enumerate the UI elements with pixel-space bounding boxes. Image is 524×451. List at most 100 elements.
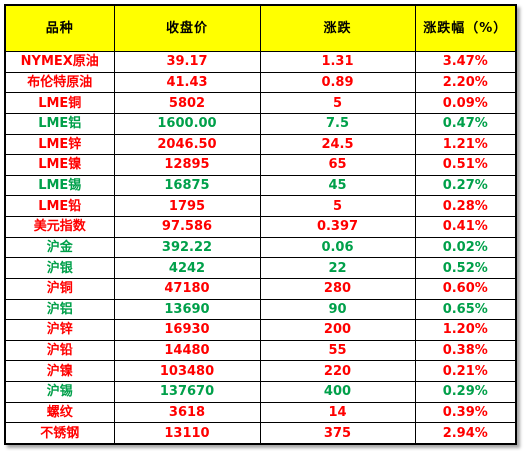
cell-close: 12895 (113, 154, 261, 176)
cell-close: 103480 (113, 360, 261, 382)
cell-pct: 0.65% (414, 298, 515, 321)
cell-close: 1795 (113, 195, 261, 217)
cell-pct: 0.39% (414, 401, 515, 424)
cell-change: 55 (259, 339, 416, 362)
cell-name: 沪镍 (6, 360, 115, 382)
cell-pct: 0.38% (414, 339, 515, 362)
cell-change: 0.06 (259, 236, 416, 259)
cell-change: 400 (259, 381, 416, 403)
table-row: 沪镍 103480 220 0.21% (6, 360, 515, 382)
cell-pct: 0.21% (414, 360, 515, 382)
header-row: 品种 收盘价 涨跌 涨跌幅（%） (6, 6, 515, 52)
table-row: 沪锌 16930 200 1.20% (6, 319, 515, 341)
cell-pct: 0.29% (414, 381, 515, 403)
cell-name: LME镍 (6, 154, 115, 176)
table-row: LME锌 2046.50 24.5 1.21% (6, 133, 515, 156)
table-body: NYMEX原油 39.17 1.31 3.47% 布伦特原油 41.43 0.89 2.20%… (6, 51, 515, 443)
table-row: 沪铝 13690 90 0.65% (6, 298, 515, 321)
cell-close: 47180 (113, 277, 261, 300)
table-row: 沪银 4242 22 0.52% (6, 257, 515, 279)
table-header: 品种 收盘价 涨跌 涨跌幅（%） (6, 6, 515, 52)
table-row: LME铜 5802 5 0.09% (6, 92, 515, 114)
cell-name: 沪铝 (6, 298, 115, 321)
cell-name: 沪金 (6, 236, 115, 259)
table-row: LME镍 12895 65 0.51% (6, 154, 515, 176)
table-row: 美元指数 97.586 0.397 0.41% (6, 216, 515, 238)
cell-name: LME铝 (6, 112, 115, 135)
cell-change: 375 (259, 422, 416, 443)
cell-pct: 0.09% (414, 92, 515, 114)
cell-name: 沪锡 (6, 381, 115, 403)
cell-change: 280 (259, 277, 416, 300)
header-pct: 涨跌幅（%） (414, 6, 515, 52)
cell-pct: 1.20% (414, 319, 515, 341)
cell-pct: 0.47% (414, 112, 515, 135)
cell-pct: 1.21% (414, 133, 515, 156)
cell-pct: 0.52% (414, 257, 515, 279)
cell-name: 沪铜 (6, 277, 115, 300)
cell-close: 13690 (113, 298, 261, 321)
cell-pct: 0.02% (414, 236, 515, 259)
cell-change: 0.397 (259, 216, 416, 238)
cell-close: 2046.50 (113, 133, 261, 156)
cell-change: 200 (259, 319, 416, 341)
cell-close: 1600.00 (113, 112, 261, 135)
cell-change: 1.31 (259, 51, 416, 73)
cell-change: 45 (259, 174, 416, 197)
cell-name: 布伦特原油 (6, 71, 115, 94)
cell-pct: 0.27% (414, 174, 515, 197)
table-row: LME铝 1600.00 7.5 0.47% (6, 112, 515, 135)
cell-name: 沪银 (6, 257, 115, 279)
cell-change: 14 (259, 401, 416, 424)
cell-close: 14480 (113, 339, 261, 362)
cell-name: 螺纹 (6, 401, 115, 424)
table-row: 沪铅 14480 55 0.38% (6, 339, 515, 362)
cell-change: 5 (259, 92, 416, 114)
cell-name: 不锈钢 (6, 422, 115, 443)
commodity-quotes-table: 品种 收盘价 涨跌 涨跌幅（%） NYMEX原油 39.17 1.31 3.47% 布伦… (6, 6, 515, 443)
cell-name: 美元指数 (6, 216, 115, 238)
table-row: LME锡 16875 45 0.27% (6, 174, 515, 197)
cell-pct: 2.94% (414, 422, 515, 443)
cell-change: 22 (259, 257, 416, 279)
cell-name: 沪铅 (6, 339, 115, 362)
cell-close: 97.586 (113, 216, 261, 238)
cell-pct: 0.28% (414, 195, 515, 217)
cell-close: 5802 (113, 92, 261, 114)
header-name: 品种 (6, 6, 115, 52)
table-row: 沪金 392.22 0.06 0.02% (6, 236, 515, 259)
cell-change: 220 (259, 360, 416, 382)
cell-name: LME铜 (6, 92, 115, 114)
cell-name: LME锌 (6, 133, 115, 156)
table-row: 不锈钢 13110 375 2.94% (6, 422, 515, 443)
cell-change: 24.5 (259, 133, 416, 156)
cell-pct: 0.60% (414, 277, 515, 300)
quotes-table-frame: 品种 收盘价 涨跌 涨跌幅（%） NYMEX原油 39.17 1.31 3.47% 布伦… (4, 4, 517, 445)
cell-close: 3618 (113, 401, 261, 424)
cell-name: LME铅 (6, 195, 115, 217)
cell-close: 16875 (113, 174, 261, 197)
table-row: 沪锡 137670 400 0.29% (6, 381, 515, 403)
cell-name: NYMEX原油 (6, 51, 115, 73)
cell-pct: 3.47% (414, 51, 515, 73)
cell-close: 392.22 (113, 236, 261, 259)
cell-close: 41.43 (113, 71, 261, 94)
cell-close: 39.17 (113, 51, 261, 73)
table-row: 螺纹 3618 14 0.39% (6, 401, 515, 424)
table-row: LME铅 1795 5 0.28% (6, 195, 515, 217)
table-row: 布伦特原油 41.43 0.89 2.20% (6, 71, 515, 94)
cell-close: 16930 (113, 319, 261, 341)
cell-change: 7.5 (259, 112, 416, 135)
cell-close: 13110 (113, 422, 261, 443)
header-change: 涨跌 (259, 6, 416, 52)
cell-close: 4242 (113, 257, 261, 279)
table-row: 沪铜 47180 280 0.60% (6, 277, 515, 300)
cell-pct: 2.20% (414, 71, 515, 94)
header-close: 收盘价 (113, 6, 261, 52)
cell-name: 沪锌 (6, 319, 115, 341)
cell-change: 65 (259, 154, 416, 176)
table-row: NYMEX原油 39.17 1.31 3.47% (6, 51, 515, 73)
cell-close: 137670 (113, 381, 261, 403)
cell-change: 90 (259, 298, 416, 321)
cell-name: LME锡 (6, 174, 115, 197)
